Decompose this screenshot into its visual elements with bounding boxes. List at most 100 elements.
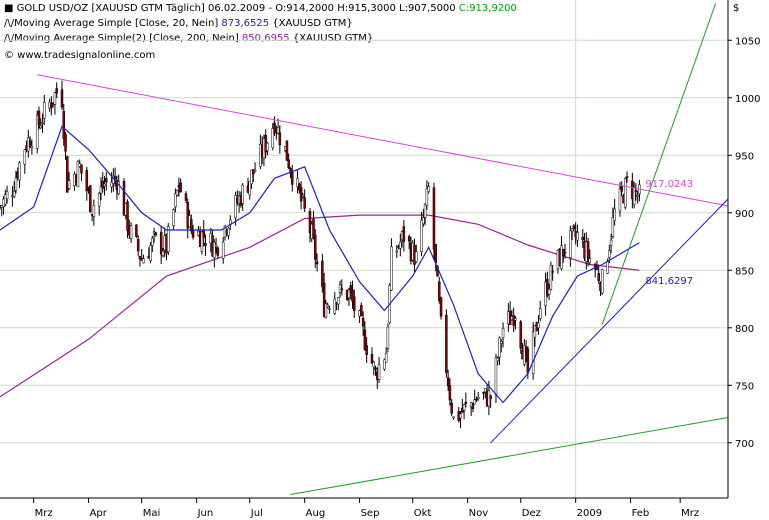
trendline-green_steep [601, 3, 717, 325]
candle-body [39, 125, 42, 129]
candle-body [632, 186, 636, 205]
y-tick-label: 950 [735, 151, 754, 162]
candle-body [636, 195, 639, 197]
y-tick-label: 850 [735, 266, 754, 277]
candle-body [92, 205, 96, 217]
candle-body [80, 164, 83, 174]
candle-body [546, 279, 549, 296]
candle-body [253, 169, 257, 172]
candle-body [50, 103, 53, 109]
x-tick-label: Dez [522, 508, 541, 519]
candle-body [464, 401, 468, 404]
candle-body [113, 176, 117, 180]
candle-body [551, 270, 554, 273]
candle-body [234, 195, 237, 219]
candle-body [570, 228, 574, 232]
symbol-label: GOLD USD/OZ [XAUUSD GTM Täglich] 06.02.2… [16, 3, 273, 14]
candle-body [296, 178, 299, 187]
candle-body [482, 392, 485, 394]
candle-body [322, 282, 326, 317]
x-tick-label: Jul [250, 508, 263, 519]
candle-body [547, 288, 551, 295]
low-value: L:907,5000 [399, 3, 456, 14]
candle-body [117, 181, 120, 194]
candle-body [278, 132, 282, 146]
candle-body [289, 167, 292, 174]
trendline-green_long [290, 416, 729, 496]
ma20-legend: /\/Moving Average Simple [Close, 20, Nei… [4, 18, 353, 30]
candle-body [420, 219, 423, 253]
candle-body [149, 245, 152, 262]
candle-body [216, 247, 220, 256]
candle-body [186, 201, 190, 229]
candle-body [174, 193, 177, 208]
candle-body [386, 326, 390, 349]
candle-body [500, 341, 503, 344]
candle-body [154, 232, 158, 235]
candle-body [172, 209, 175, 227]
candle-body [377, 364, 381, 380]
y-tick-label: 800 [735, 324, 754, 335]
candle-body [321, 260, 324, 287]
candle-body [526, 348, 530, 374]
candle-body [241, 184, 244, 204]
candle-body [606, 261, 609, 274]
candle-body [76, 161, 80, 188]
candle-body [4, 194, 7, 205]
candle-body [576, 232, 579, 241]
x-tick-label: Sep [361, 508, 380, 519]
candle-body [291, 172, 294, 185]
candle-body [415, 251, 418, 263]
candle-body [450, 402, 453, 414]
candle-body [299, 187, 303, 202]
candle-body [353, 296, 356, 311]
candle-body [422, 217, 425, 225]
candle-body [136, 239, 140, 252]
ma200-line [0, 214, 640, 398]
candle-body [41, 122, 44, 124]
candle-body [537, 322, 540, 329]
candle-body [462, 404, 466, 411]
x-tick-label: Mrz [35, 508, 53, 519]
candle-body [324, 303, 328, 318]
candle-body [372, 361, 375, 368]
candle-body [625, 176, 629, 178]
x-tick-label: Jun [197, 508, 214, 519]
candle-body [459, 413, 462, 419]
candle-body [135, 224, 138, 237]
candle-body [489, 395, 492, 399]
candle-body [191, 230, 195, 238]
candle-body [531, 331, 535, 374]
trendline-magenta [37, 74, 729, 207]
candle-body [620, 185, 623, 192]
candle-body [402, 226, 406, 242]
candle-body [138, 256, 142, 260]
candle-body [618, 188, 622, 212]
candle-body [85, 170, 89, 192]
candle-body [347, 289, 351, 299]
candle-body [271, 128, 275, 149]
candle-body [314, 234, 317, 260]
candle-body [53, 92, 57, 105]
trendline-blue [490, 198, 729, 444]
candle-body [213, 242, 216, 258]
candle-body [494, 357, 498, 396]
candle-body [361, 318, 365, 327]
candle-body [600, 269, 604, 294]
candle-body [363, 329, 367, 350]
candle-body [214, 244, 218, 247]
candle-body [445, 314, 448, 373]
candle-body [99, 186, 103, 194]
candle-body [55, 88, 58, 94]
x-tick-label: Apr [90, 508, 108, 519]
high-value: H:915,3000 [337, 3, 396, 14]
blue-trendline-value: 841,6297 [645, 276, 693, 287]
candle-body [360, 304, 363, 316]
x-tick-label: Okt [414, 508, 432, 519]
candle-body [624, 178, 627, 208]
candle-body [312, 218, 315, 238]
candle-body [126, 201, 129, 231]
candle-body [287, 159, 290, 169]
candle-body [523, 345, 526, 365]
